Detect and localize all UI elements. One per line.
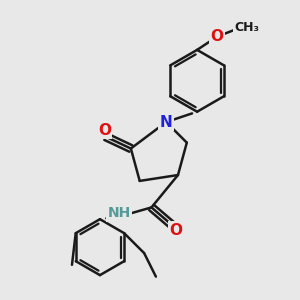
Text: NH: NH xyxy=(107,206,131,220)
Text: CH₃: CH₃ xyxy=(235,21,260,34)
Text: O: O xyxy=(98,123,111,138)
Text: O: O xyxy=(169,223,182,238)
Text: N: N xyxy=(160,115,172,130)
Text: O: O xyxy=(211,29,224,44)
